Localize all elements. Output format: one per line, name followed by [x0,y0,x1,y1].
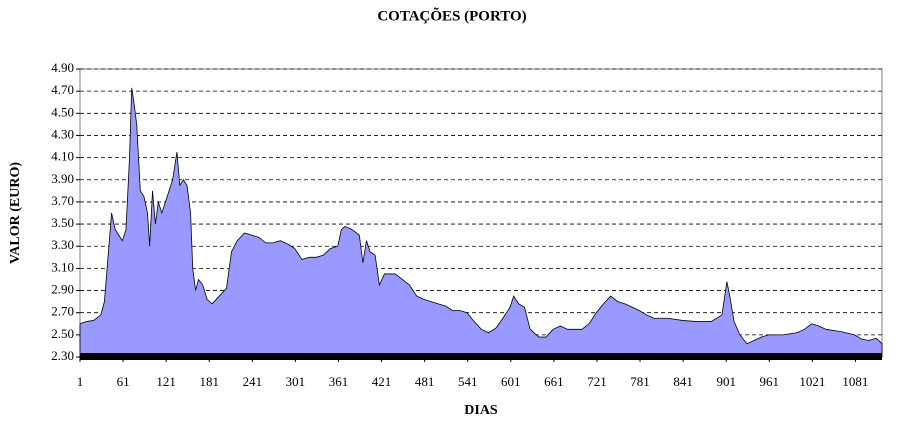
x-axis-title: DIAS [464,403,498,418]
x-tick-label: 61 [117,374,130,389]
y-tick-label: 2.50 [51,326,74,341]
y-tick-label: 4.70 [51,82,74,97]
x-tick-label: 841 [673,374,693,389]
x-tick-label: 301 [286,374,306,389]
x-tick-label: 901 [716,374,736,389]
y-tick-label: 4.10 [51,149,74,164]
y-tick-label: 4.50 [51,104,74,119]
x-tick-label: 1081 [842,374,868,389]
y-tick-label: 2.90 [51,282,74,297]
baseline-band [80,353,882,360]
y-axis-title: VALOR (EURO) [8,162,23,264]
y-tick-label: 2.30 [51,348,74,363]
x-tick-label: 1 [77,374,84,389]
y-tick-label: 4.30 [51,126,74,141]
x-tick-label: 1021 [799,374,825,389]
chart-title: COTAÇÕES (PORTO) [377,6,526,24]
x-tick-label: 661 [544,374,564,389]
x-tick-label: 781 [630,374,650,389]
x-tick-label: 601 [501,374,521,389]
y-tick-label: 4.90 [51,60,74,75]
y-tick-label: 3.30 [51,237,74,252]
y-tick-label: 3.90 [51,171,74,186]
y-tick-label: 3.50 [51,215,74,230]
area [79,87,883,358]
x-tick-label: 481 [415,374,435,389]
y-tick-label: 3.70 [51,193,74,208]
x-tick-label: 181 [199,374,219,389]
x-tick-label: 121 [156,374,176,389]
x-tick-label: 361 [329,374,349,389]
x-tick-label: 541 [458,374,478,389]
y-tick-label: 3.10 [51,259,74,274]
x-tick-label: 241 [243,374,263,389]
x-tick-label: 961 [760,374,780,389]
x-tick-label: 721 [587,374,607,389]
x-tick-label: 421 [372,374,392,389]
y-tick-label: 2.70 [51,304,74,319]
